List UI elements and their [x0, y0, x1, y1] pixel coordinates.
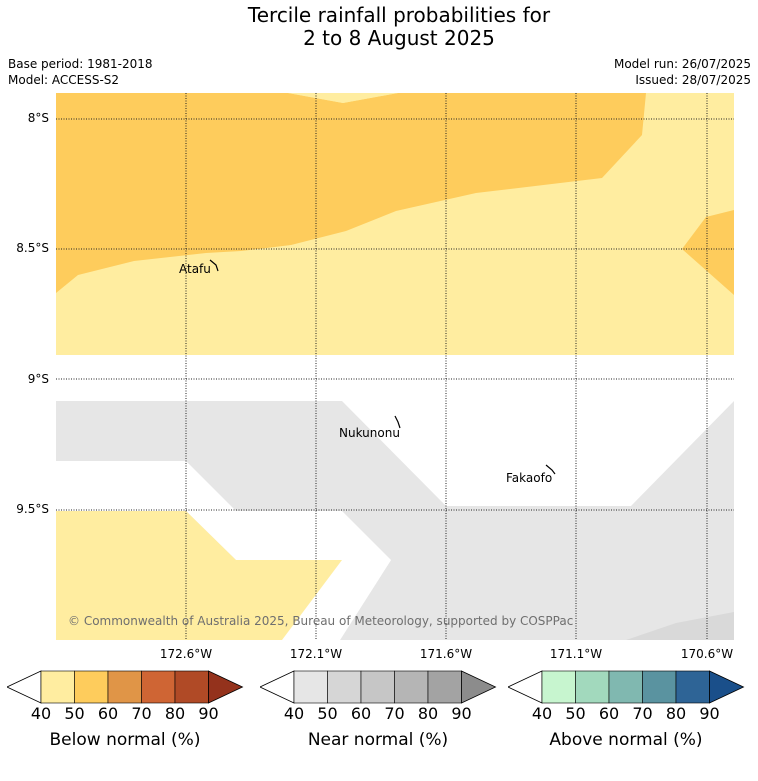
- colorbar-segment: [541, 670, 576, 704]
- colorbar-segment: [608, 670, 643, 704]
- colorbar-tick-label: 60: [350, 704, 372, 723]
- lat-label-8: 8°S: [27, 111, 49, 125]
- colorbar-segment: [675, 670, 710, 704]
- colorbar-segment: [394, 670, 429, 704]
- colorbar-above-normal: [508, 670, 745, 704]
- lon-label-172-1: 172.1°W: [289, 647, 343, 661]
- colorbar-segment: [575, 670, 610, 704]
- colorbar-tick-label: 60: [97, 704, 119, 723]
- colorbar-segment: [107, 670, 142, 704]
- lon-label-171-6: 171.6°W: [419, 647, 473, 661]
- fakaofo-atoll-shape: [545, 464, 556, 475]
- region-gap-north: [56, 355, 734, 506]
- colorbar-extend-high: [709, 670, 745, 704]
- colorbar-extend-high: [461, 670, 497, 704]
- title-line-1: Tercile rainfall probabilities for: [247, 3, 551, 27]
- atafu-atoll-shape: [209, 259, 219, 272]
- lat-label-9: 9°S: [27, 372, 49, 386]
- colorbar-tick-label: 60: [598, 704, 620, 723]
- copyright-notice: © Commonwealth of Australia 2025, Bureau…: [68, 614, 574, 628]
- colorbar-tick-label: 40: [30, 704, 52, 723]
- lon-label-172-6: 172.6°W: [159, 647, 213, 661]
- colorbar-extend-low: [7, 670, 42, 704]
- lon-label-170-6: 170.6°W: [680, 647, 734, 661]
- colorbar-below-normal: [7, 670, 244, 704]
- model-name: Model: ACCESS-S2: [8, 73, 120, 87]
- colorbar-tick-label: 40: [531, 704, 553, 723]
- colorbar-tick-label: 70: [131, 704, 152, 723]
- place-label-nukunonu: Nukunonu: [339, 426, 400, 440]
- colorbar-tick-label: 90: [699, 704, 720, 723]
- lon-label-171-1: 171.1°W: [549, 647, 603, 661]
- colorbar-segment: [141, 670, 176, 704]
- colorbar-tick-label: 80: [417, 704, 439, 723]
- colorbar-tick-label: 90: [198, 704, 219, 723]
- colorbar-tick-label: 90: [451, 704, 472, 723]
- legend-title-above: Above normal (%): [549, 730, 703, 750]
- region-near-50-60: [56, 401, 734, 640]
- region-below-60-70: [56, 93, 646, 293]
- meta-right: Model run: 26/07/2025 Issued: 28/07/2025: [614, 56, 751, 88]
- colorbar-segment: [327, 670, 362, 704]
- colorbar-segment: [427, 670, 462, 704]
- map-title: Tercile rainfall probabilities for 2 to …: [0, 4, 758, 50]
- legend-title-below: Below normal (%): [49, 730, 201, 750]
- probability-map: [56, 93, 734, 640]
- place-label-atafu: Atafu: [179, 262, 211, 276]
- colorbar-segment: [293, 670, 328, 704]
- graticule: [56, 93, 734, 640]
- colorbar-segment: [74, 670, 109, 704]
- colorbar-tick-label: 80: [665, 704, 687, 723]
- colorbar-extend-low: [508, 670, 543, 704]
- base-period: Base period: 1981-2018: [8, 57, 153, 71]
- region-below-50-60-south: [56, 511, 342, 640]
- model-run: Model run: 26/07/2025: [613, 57, 751, 71]
- colorbar-tick-label: 80: [164, 704, 186, 723]
- nukunonu-atoll-shape: [394, 415, 401, 429]
- colorbar-near-normal: [260, 670, 497, 704]
- colorbar-segment: [174, 670, 209, 704]
- colorbar-tick-label: 50: [64, 704, 85, 723]
- colorbar-tick-label: 70: [384, 704, 405, 723]
- place-label-fakaofo: Fakaofo: [506, 471, 553, 485]
- colorbar-segment: [40, 670, 75, 704]
- title-line-2: 2 to 8 August 2025: [303, 26, 495, 50]
- colorbar-extend-low: [260, 670, 295, 704]
- colorbar-extend-high: [208, 670, 244, 704]
- colorbar-tick-label: 70: [632, 704, 653, 723]
- colorbar-tick-label: 40: [283, 704, 305, 723]
- colorbar-segment: [642, 670, 677, 704]
- legend-title-near: Near normal (%): [307, 730, 449, 750]
- colorbar-segment: [360, 670, 395, 704]
- region-below-60-70-east: [682, 210, 734, 295]
- region-gap-south: [56, 461, 391, 640]
- issued-date: Issued: 28/07/2025: [635, 73, 751, 87]
- colorbar-tick-label: 50: [317, 704, 338, 723]
- meta-left: Base period: 1981-2018 Model: ACCESS-S2: [8, 56, 153, 88]
- lat-label-8-5: 8.5°S: [16, 241, 49, 255]
- colorbar-tick-label: 50: [565, 704, 586, 723]
- lat-label-9-5: 9.5°S: [16, 502, 49, 516]
